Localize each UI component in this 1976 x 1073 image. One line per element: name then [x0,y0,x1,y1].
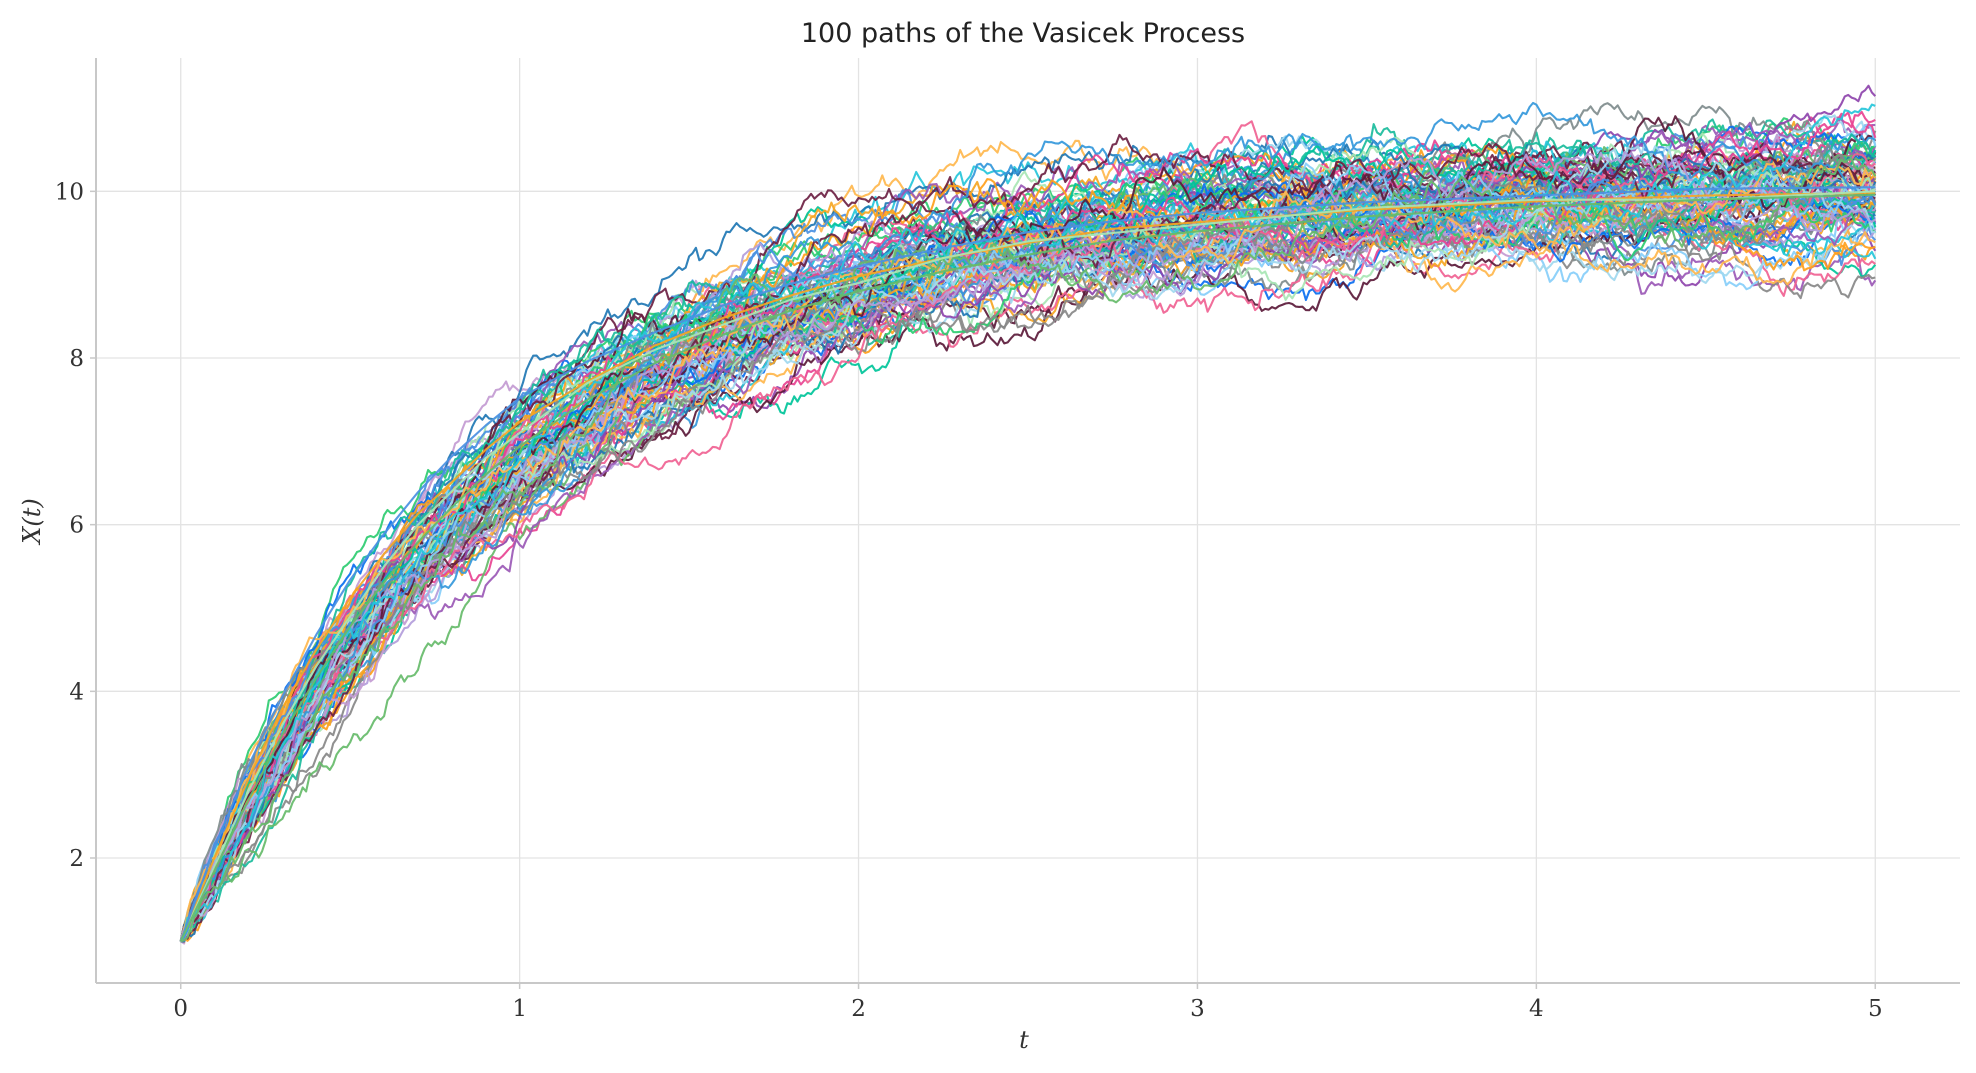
x-tick-label: 2 [851,996,866,1022]
vasicek-path-line [179,215,1877,942]
representative-path-line [179,193,1876,942]
vasicek-path-line [179,103,1876,942]
vasicek-path-line [179,139,1877,942]
y-tick-label: 10 [55,179,84,205]
vasicek-path-line [179,101,1877,942]
vasicek-path-line [179,162,1876,942]
series-lines [179,84,1877,945]
representative-path-line [179,191,1876,942]
x-tick-label: 4 [1529,996,1544,1022]
representative-path-line [179,190,1876,942]
y-axis-label: X(t) [18,498,46,545]
vasicek-path-line [179,142,1876,942]
chart-title: 100 paths of the Vasicek Process [801,18,1245,49]
x-axis-label: t [1019,1026,1029,1054]
y-tick-label: 4 [69,679,84,705]
representative-path-line [179,186,1876,942]
x-tick-label: 3 [1190,996,1205,1022]
axes-spines [95,58,1960,984]
y-tick-label: 8 [69,346,84,372]
x-tick-label: 0 [173,996,188,1022]
x-tick-labels: 0 1 2 3 4 5 [173,983,1883,1022]
vasicek-path-line [179,143,1877,942]
vasicek-path-line [180,157,1877,943]
vasicek-path-line [179,176,1876,942]
x-tick-label: 1 [512,996,527,1022]
vasicek-path-line [179,176,1877,942]
y-tick-label: 2 [69,846,84,872]
y-tick-labels: 2 4 6 8 10 [55,179,96,872]
vasicek-path-line [179,150,1876,942]
x-tick-label: 5 [1868,996,1883,1022]
y-tick-label: 6 [69,513,84,539]
